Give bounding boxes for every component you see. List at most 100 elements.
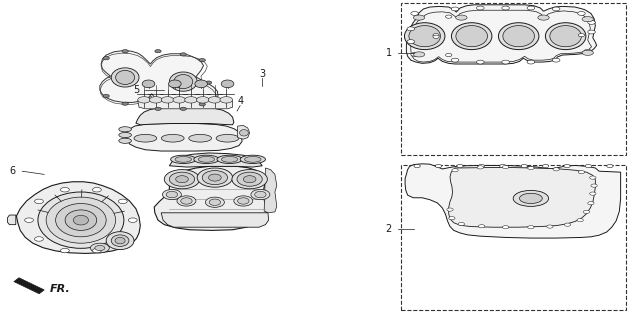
Polygon shape xyxy=(161,213,269,227)
Ellipse shape xyxy=(199,59,205,62)
Ellipse shape xyxy=(61,188,70,192)
Ellipse shape xyxy=(46,197,116,243)
Ellipse shape xyxy=(118,237,127,241)
Ellipse shape xyxy=(588,20,595,24)
Ellipse shape xyxy=(433,34,439,37)
Ellipse shape xyxy=(162,189,181,200)
Ellipse shape xyxy=(502,60,509,64)
Ellipse shape xyxy=(413,15,425,20)
Ellipse shape xyxy=(189,134,212,142)
Ellipse shape xyxy=(115,237,125,244)
Ellipse shape xyxy=(238,198,249,204)
Ellipse shape xyxy=(205,81,212,84)
Ellipse shape xyxy=(197,97,209,103)
Polygon shape xyxy=(169,153,262,167)
Ellipse shape xyxy=(169,72,197,91)
Ellipse shape xyxy=(240,155,265,164)
Ellipse shape xyxy=(245,156,261,162)
Ellipse shape xyxy=(103,94,109,98)
Ellipse shape xyxy=(177,196,196,206)
Ellipse shape xyxy=(205,197,224,207)
Ellipse shape xyxy=(92,248,101,253)
Ellipse shape xyxy=(209,199,221,205)
Ellipse shape xyxy=(221,80,234,88)
Ellipse shape xyxy=(577,219,583,222)
Ellipse shape xyxy=(197,168,233,187)
Ellipse shape xyxy=(578,34,585,37)
Bar xyxy=(401,3,626,155)
Ellipse shape xyxy=(180,107,186,110)
Ellipse shape xyxy=(538,15,549,20)
Ellipse shape xyxy=(590,176,596,179)
Ellipse shape xyxy=(106,232,134,250)
Ellipse shape xyxy=(35,199,44,204)
Ellipse shape xyxy=(185,97,197,103)
Polygon shape xyxy=(138,99,233,109)
Ellipse shape xyxy=(138,97,150,103)
Ellipse shape xyxy=(477,166,483,169)
Polygon shape xyxy=(449,167,595,227)
Ellipse shape xyxy=(588,202,594,205)
Ellipse shape xyxy=(240,130,248,136)
Polygon shape xyxy=(238,125,250,139)
Ellipse shape xyxy=(520,193,542,204)
Ellipse shape xyxy=(255,191,266,198)
Ellipse shape xyxy=(407,27,415,31)
Ellipse shape xyxy=(171,155,196,164)
Ellipse shape xyxy=(198,156,215,162)
Ellipse shape xyxy=(38,192,124,248)
Ellipse shape xyxy=(521,164,527,168)
Ellipse shape xyxy=(542,164,549,168)
Ellipse shape xyxy=(243,176,256,183)
Ellipse shape xyxy=(446,53,452,57)
Ellipse shape xyxy=(65,210,97,230)
Ellipse shape xyxy=(122,102,128,105)
Ellipse shape xyxy=(166,191,178,198)
Ellipse shape xyxy=(111,235,129,246)
Ellipse shape xyxy=(451,7,459,11)
Ellipse shape xyxy=(73,215,88,225)
Ellipse shape xyxy=(175,156,191,162)
Text: 2: 2 xyxy=(386,224,392,234)
Ellipse shape xyxy=(413,52,425,57)
Ellipse shape xyxy=(456,26,487,47)
Ellipse shape xyxy=(584,49,592,53)
Polygon shape xyxy=(406,5,597,64)
Ellipse shape xyxy=(446,15,452,18)
Ellipse shape xyxy=(35,237,44,241)
Ellipse shape xyxy=(128,218,137,222)
Polygon shape xyxy=(100,51,218,107)
Ellipse shape xyxy=(578,171,585,174)
Text: 4: 4 xyxy=(237,96,243,106)
Ellipse shape xyxy=(407,40,415,44)
Ellipse shape xyxy=(155,107,161,110)
Ellipse shape xyxy=(61,248,70,253)
Polygon shape xyxy=(126,124,242,151)
Ellipse shape xyxy=(585,164,592,168)
Polygon shape xyxy=(14,278,44,294)
Ellipse shape xyxy=(409,26,441,47)
Ellipse shape xyxy=(150,97,162,103)
Text: FR.: FR. xyxy=(49,284,70,294)
Ellipse shape xyxy=(478,164,485,168)
Ellipse shape xyxy=(449,217,455,220)
Ellipse shape xyxy=(169,172,195,186)
Ellipse shape xyxy=(208,97,221,103)
Ellipse shape xyxy=(216,134,239,142)
Ellipse shape xyxy=(552,7,560,11)
Ellipse shape xyxy=(164,170,200,189)
Ellipse shape xyxy=(414,164,420,168)
Ellipse shape xyxy=(582,50,593,55)
Polygon shape xyxy=(16,182,140,253)
Ellipse shape xyxy=(92,188,101,192)
Ellipse shape xyxy=(582,17,593,22)
Ellipse shape xyxy=(237,172,262,186)
Ellipse shape xyxy=(176,176,188,183)
Ellipse shape xyxy=(174,75,193,89)
Ellipse shape xyxy=(550,26,581,47)
Ellipse shape xyxy=(527,6,535,10)
Ellipse shape xyxy=(119,138,131,143)
Ellipse shape xyxy=(155,50,161,53)
Ellipse shape xyxy=(180,53,186,56)
Ellipse shape xyxy=(142,80,155,88)
